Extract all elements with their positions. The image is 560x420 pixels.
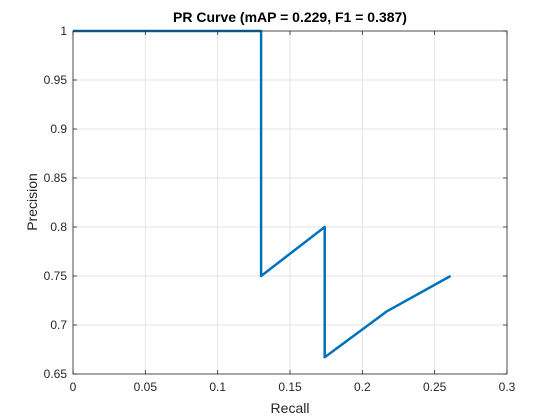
x-tick-label: 0.25 xyxy=(423,380,447,394)
y-tick-label: 0.9 xyxy=(50,122,67,136)
x-tick-label: 0 xyxy=(70,380,77,394)
x-tick-label: 0.2 xyxy=(354,380,371,394)
y-axis-label: Precision xyxy=(24,173,40,231)
x-axis-label: Recall xyxy=(271,400,310,416)
y-tick-label: 0.85 xyxy=(44,171,68,185)
y-tick-label: 0.75 xyxy=(44,269,68,283)
y-tick-label: 0.65 xyxy=(44,367,68,381)
y-tick-label: 1 xyxy=(60,24,67,38)
x-tick-label: 0.15 xyxy=(278,380,302,394)
y-tick-label: 0.8 xyxy=(50,220,67,234)
y-tick-label: 0.95 xyxy=(44,73,68,87)
x-tick-label: 0.1 xyxy=(209,380,226,394)
y-tick-label: 0.7 xyxy=(50,318,67,332)
chart-title: PR Curve (mAP = 0.229, F1 = 0.387) xyxy=(173,9,407,25)
x-tick-label: 0.3 xyxy=(499,380,516,394)
ticks: 0 0.05 0.1 0.15 0.2 0.25 0.3 0.65 0.7 0.75 0.8 0.85… xyxy=(44,24,516,394)
x-tick-label: 0.05 xyxy=(134,380,158,394)
